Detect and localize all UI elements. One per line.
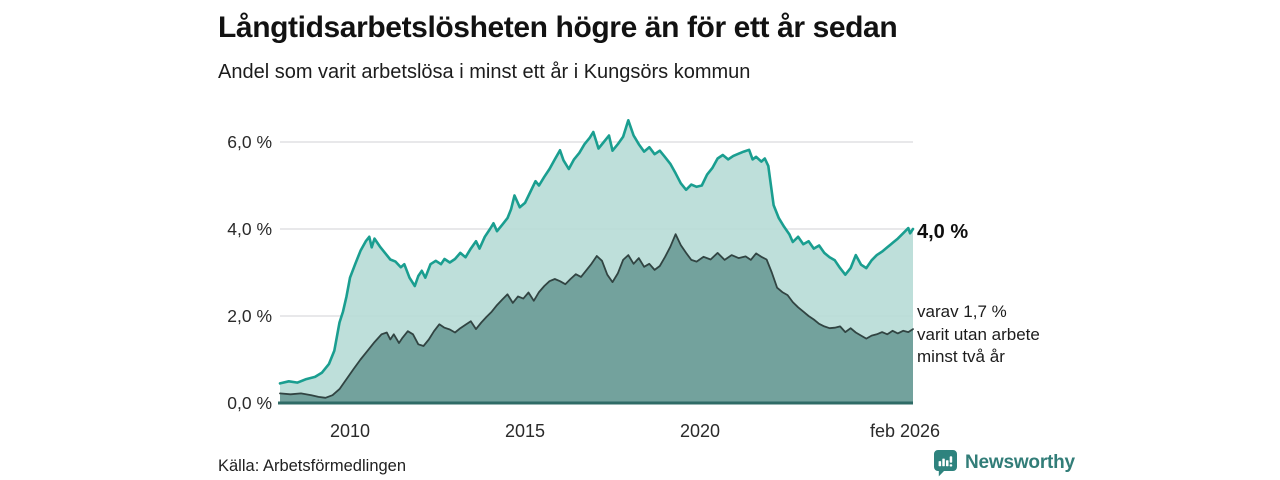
y-tick-label-2: 2,0 % — [227, 306, 272, 326]
page-title: Långtidsarbetslösheten högre än för ett … — [218, 11, 898, 44]
two-year-annotation-line1: varav 1,7 % — [917, 302, 1007, 321]
page-subtitle: Andel som varit arbetslösa i minst ett å… — [218, 61, 751, 83]
x-tick-label-2020: 2020 — [679, 421, 721, 441]
newsworthy-logo-icon — [934, 450, 957, 477]
unemployed-min-one-year-line — [278, 119, 915, 385]
y-tick-label-4: 4,0 % — [227, 219, 272, 239]
two-year-annotation-line2: varit utan arbete — [917, 324, 1040, 344]
x-tick-label-2010: 2010 — [329, 421, 371, 441]
source-note: Källa: Arbetsförmedlingen — [218, 457, 407, 475]
y-tick-label-0: 0,0 % — [227, 393, 272, 413]
x-tick-label-2015: 2015 — [504, 421, 546, 441]
latest-value-annotation: 4,0 % — [917, 221, 969, 243]
unemployed-min-two-years-line — [279, 233, 914, 399]
y-tick-label-6: 6,0 % — [227, 132, 272, 152]
unemployed-min-two-years-area — [280, 234, 913, 403]
two-year-annotation-line3: minst två år — [917, 347, 1005, 366]
x-tick-label-feb-2026: feb 2026 — [869, 421, 941, 441]
newsworthy-logo: Newsworthy — [933, 449, 1075, 477]
newsworthy-logo-text: Newsworthy — [965, 452, 1075, 473]
two-year-annotation: varav 1,7 % varit utan arbete minst två … — [917, 301, 1040, 369]
